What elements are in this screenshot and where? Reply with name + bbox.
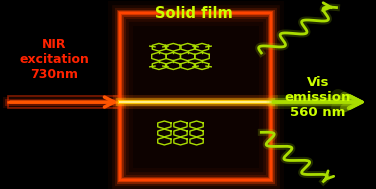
Text: Solid film: Solid film: [155, 6, 232, 21]
Bar: [120, 13, 271, 180]
Text: NIR
excitation
730nm: NIR excitation 730nm: [20, 38, 89, 81]
Bar: [120, 13, 271, 180]
Bar: [120, 13, 271, 180]
Bar: [120, 13, 271, 180]
Bar: [120, 13, 271, 180]
Bar: [8, 96, 120, 108]
Bar: [120, 13, 271, 180]
Text: Vis
emission
560 nm: Vis emission 560 nm: [285, 76, 351, 119]
Bar: [120, 13, 271, 180]
